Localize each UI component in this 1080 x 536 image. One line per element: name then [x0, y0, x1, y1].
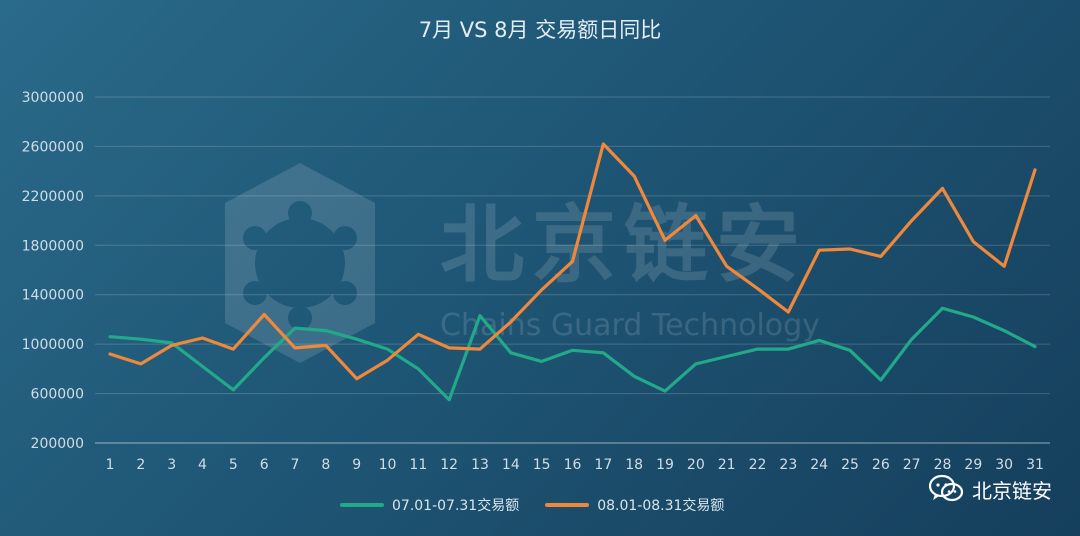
legend-label: 08.01-08.31交易额	[597, 498, 725, 514]
x-tick-label: 28	[934, 457, 952, 473]
x-tick-label: 21	[718, 457, 736, 473]
x-tick-label: 25	[841, 457, 859, 473]
legend-item-july[interactable]: 07.01-07.31交易额	[340, 495, 519, 515]
series-line-0	[108, 306, 1037, 402]
x-tick-label: 6	[260, 457, 269, 473]
x-tick-label: 29	[964, 457, 982, 473]
legend-swatch	[340, 503, 384, 507]
y-tick-label: 2200000	[22, 189, 84, 205]
x-tick-label: 13	[471, 457, 489, 473]
x-tick-label: 1	[106, 457, 115, 473]
x-tick-label: 26	[872, 457, 890, 473]
x-tick-label: 19	[656, 457, 674, 473]
x-tick-label: 17	[594, 457, 612, 473]
x-tick-label: 10	[379, 457, 397, 473]
watermark: 北京链安 Chains Guard Technology	[215, 158, 875, 378]
x-tick-label: 12	[440, 457, 458, 473]
x-tick-label: 15	[533, 457, 551, 473]
x-tick-label: 2	[136, 457, 145, 473]
y-tick-label: 600000	[31, 387, 84, 403]
chart-title: 7月 VS 8月 交易额日同比	[418, 18, 662, 42]
x-tick-label: 20	[687, 457, 705, 473]
x-axis-ticks: 1 2 3 4 5 6 7 8 9 10 11 12 13 14 15 16 17 18 19 20 21 22 23 24 2…	[106, 457, 1044, 473]
x-tick-label: 9	[352, 457, 361, 473]
x-tick-label: 11	[409, 457, 427, 473]
legend-item-august[interactable]: 08.01-08.31交易额	[545, 495, 724, 515]
x-tick-label: 4	[198, 457, 207, 473]
x-tick-label: 7	[291, 457, 300, 473]
x-tick-label: 22	[749, 457, 767, 473]
x-tick-label: 14	[502, 457, 520, 473]
series-lines	[108, 142, 1037, 402]
grid-lines	[95, 96, 1050, 444]
x-tick-label: 27	[903, 457, 921, 473]
x-tick-label: 8	[321, 457, 330, 473]
x-tick-label: 16	[564, 457, 582, 473]
x-tick-label: 23	[779, 457, 797, 473]
legend: 07.01-07.31交易额 08.01-08.31交易额	[340, 495, 724, 515]
brand: 北京链安	[928, 474, 1052, 504]
x-tick-label: 18	[625, 457, 643, 473]
x-tick-label: 5	[229, 457, 238, 473]
legend-swatch	[545, 503, 590, 507]
x-tick-label: 24	[810, 457, 828, 473]
y-tick-label: 2600000	[22, 139, 84, 155]
x-tick-label: 30	[995, 457, 1013, 473]
series-line-1	[108, 142, 1037, 381]
y-axis-ticks: 200000 600000 1000000 1400000 1800000 2200000…	[22, 90, 84, 452]
watermark-shield-icon	[225, 163, 375, 363]
y-tick-label: 1800000	[22, 238, 84, 254]
y-tick-label: 1400000	[22, 288, 84, 304]
watermark-subtext: Chains Guard Technology	[440, 308, 820, 343]
brand-label: 北京链安	[972, 478, 1052, 503]
legend-label: 07.01-07.31交易额	[392, 498, 520, 514]
x-tick-label: 3	[167, 457, 176, 473]
y-tick-label: 3000000	[22, 90, 84, 106]
y-tick-label: 200000	[31, 436, 84, 452]
wechat-icon	[928, 474, 964, 502]
x-tick-label: 31	[1026, 457, 1044, 473]
y-tick-label: 1000000	[22, 337, 84, 353]
